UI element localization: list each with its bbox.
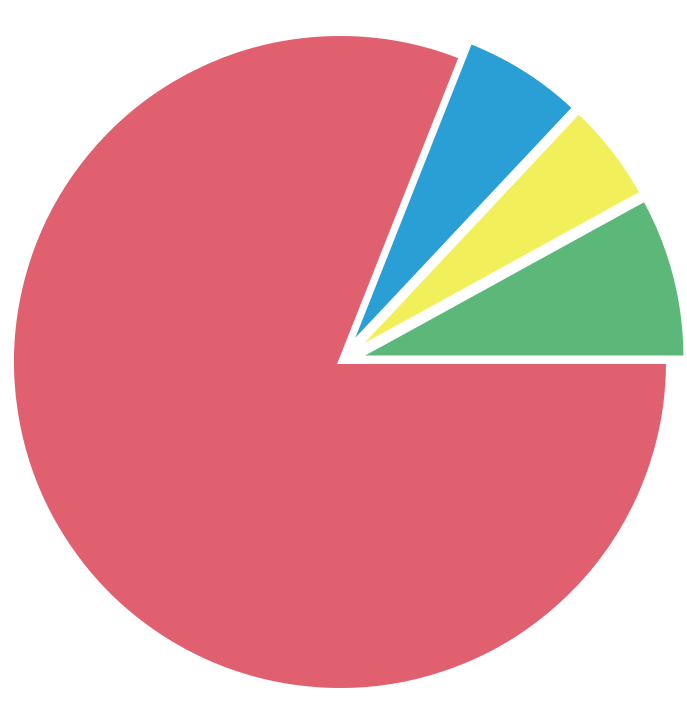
pie-slices — [10, 32, 687, 692]
pie-slice-2 — [347, 39, 578, 349]
pie-slice-3 — [352, 109, 645, 353]
pie-slice-4 — [356, 196, 687, 360]
pie-slice-1 — [10, 32, 671, 692]
